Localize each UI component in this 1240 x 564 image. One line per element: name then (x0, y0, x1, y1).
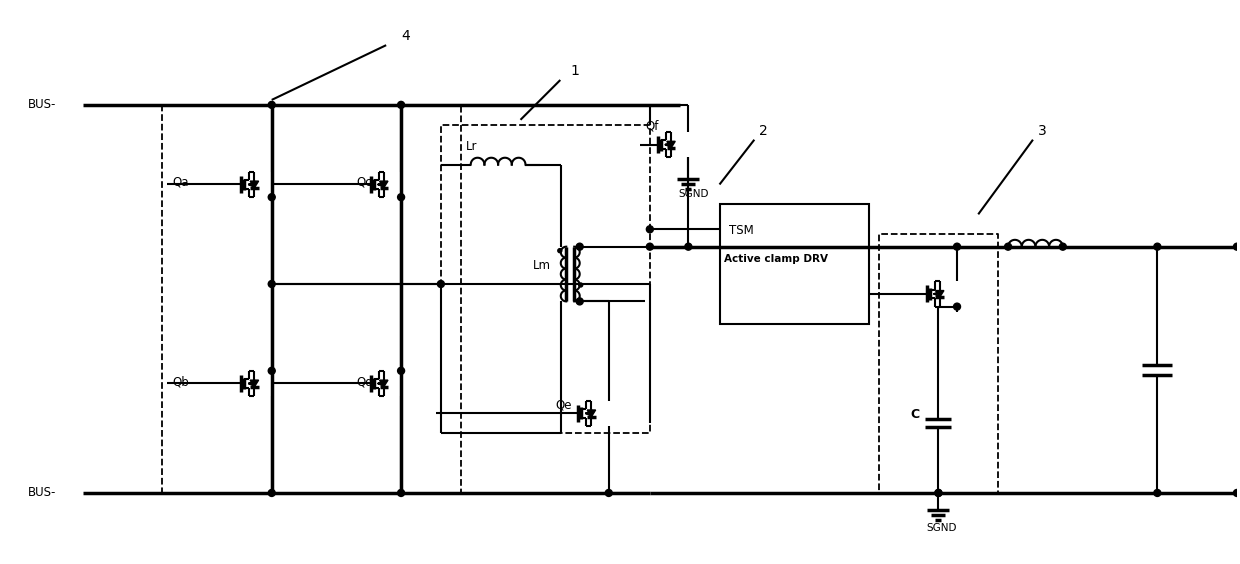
Circle shape (1154, 490, 1161, 496)
Text: 1: 1 (570, 64, 579, 78)
Circle shape (558, 249, 562, 253)
Circle shape (1004, 243, 1012, 250)
Polygon shape (379, 181, 388, 188)
Circle shape (954, 303, 961, 310)
Circle shape (398, 367, 404, 374)
Circle shape (268, 367, 275, 374)
Circle shape (1059, 243, 1066, 250)
Circle shape (577, 298, 583, 305)
Text: Qc: Qc (356, 176, 372, 189)
Polygon shape (588, 410, 595, 417)
Circle shape (1154, 243, 1161, 250)
Circle shape (268, 490, 275, 496)
Text: Qa: Qa (172, 176, 188, 189)
Text: TSM: TSM (729, 224, 754, 237)
Polygon shape (935, 290, 944, 297)
Text: 4: 4 (401, 29, 410, 43)
Polygon shape (379, 380, 388, 387)
Text: SGND: SGND (926, 523, 957, 533)
Text: Qf: Qf (645, 120, 658, 133)
Circle shape (579, 283, 583, 287)
Circle shape (577, 243, 583, 250)
Polygon shape (667, 142, 676, 148)
Circle shape (1234, 490, 1240, 496)
Text: Active clamp DRV: Active clamp DRV (724, 254, 828, 264)
Text: BUS-: BUS- (29, 487, 56, 500)
Circle shape (438, 280, 444, 288)
Text: C: C (910, 408, 920, 421)
Circle shape (268, 102, 275, 108)
Polygon shape (250, 181, 259, 188)
Circle shape (398, 193, 404, 201)
Circle shape (684, 243, 692, 250)
Text: Qb: Qb (172, 375, 188, 388)
Text: 3: 3 (1038, 124, 1047, 138)
Circle shape (935, 490, 942, 496)
Text: Qe: Qe (556, 398, 572, 411)
Text: Lm: Lm (532, 259, 551, 272)
Text: 2: 2 (759, 124, 768, 138)
FancyBboxPatch shape (719, 204, 869, 324)
Circle shape (605, 490, 613, 496)
Circle shape (646, 226, 653, 233)
Circle shape (398, 490, 404, 496)
Circle shape (398, 102, 404, 108)
Text: Qd: Qd (356, 375, 373, 388)
Circle shape (268, 193, 275, 201)
Text: BUS-: BUS- (29, 98, 56, 111)
Text: SGND: SGND (678, 189, 709, 199)
Circle shape (1234, 243, 1240, 250)
Circle shape (646, 243, 653, 250)
Circle shape (268, 280, 275, 288)
Text: Lr: Lr (466, 140, 477, 153)
Circle shape (935, 490, 942, 496)
Circle shape (954, 243, 961, 250)
Polygon shape (250, 380, 259, 387)
